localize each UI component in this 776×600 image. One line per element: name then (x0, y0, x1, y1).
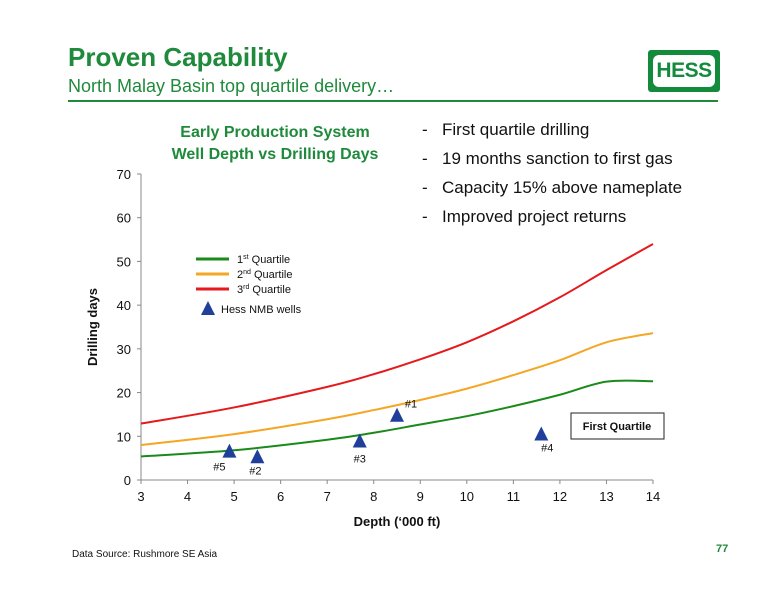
x-tick-label: 5 (230, 489, 237, 504)
first-quartile-box (570, 412, 665, 440)
logo-badge: HESS (653, 55, 715, 87)
x-tick-label: 8 (370, 489, 377, 504)
bullet-item: -19 months sanction to first gas (422, 147, 682, 176)
chart-title-line-1: Early Production System (180, 124, 370, 141)
bullet-text: 19 months sanction to first gas (442, 149, 673, 168)
y-tick-label: 30 (117, 342, 131, 357)
x-tick-label: 10 (460, 489, 474, 504)
y-tick-label: 70 (117, 167, 131, 182)
slide-subtitle: North Malay Basin top quartile delivery… (68, 76, 395, 96)
quartile-curve-3 (140, 243, 654, 425)
x-tick-label: 12 (553, 489, 567, 504)
legend-well-marker (201, 301, 215, 315)
quartile-curve-1 (140, 379, 654, 458)
legend-well-label: Hess NMB wells (221, 304, 302, 316)
x-tick-label: 11 (507, 489, 521, 504)
bullet-list: - First quartile drilling -19 months sanc… (422, 118, 682, 234)
x-tick-label: 7 (324, 489, 331, 504)
slide-title: Proven Capability (68, 42, 288, 72)
hess-logo: HESS (648, 50, 720, 92)
legend-label-2: 2nd Quartile (237, 269, 293, 281)
quartile-curve-2 (140, 332, 654, 447)
chart-title-line-2: Well Depth vs Drilling Days (171, 146, 379, 163)
logo-text: HESS (656, 59, 712, 82)
well-marker (534, 426, 549, 441)
bullet-text: Capacity 15% above nameplate (442, 178, 683, 197)
x-tick-label: 3 (137, 489, 144, 504)
title-divider (68, 100, 718, 102)
chart-title: Early Production System Well Depth vs Dr… (150, 122, 400, 166)
y-tick-label: 40 (117, 298, 131, 313)
bullet-dash: - (422, 120, 428, 139)
bullet-dash: - (422, 149, 428, 168)
bullet-item: - Improved project returns (422, 205, 682, 234)
y-tick-label: 50 (117, 254, 131, 269)
well-label: #1 (405, 399, 417, 411)
bullet-text: Improved project returns (442, 207, 627, 226)
page-number: 77 (716, 543, 729, 555)
y-tick-label: 0 (124, 473, 131, 488)
well-marker (250, 449, 265, 464)
first-quartile-annotation: First Quartile (583, 421, 651, 433)
well-label: #3 (354, 454, 366, 466)
y-tick-label: 60 (117, 211, 131, 226)
bullet-item: - First quartile drilling (422, 118, 682, 147)
well-marker (222, 443, 237, 458)
legend-label-3: 3rd Quartile (237, 284, 291, 296)
y-axis-title: Drilling days (85, 288, 100, 366)
x-tick-label: 6 (277, 489, 284, 504)
bullet-text: First quartile drilling (442, 120, 590, 139)
legend-label-1: 1st Quartile (237, 254, 290, 266)
x-tick-label: 14 (646, 489, 660, 504)
y-tick-label: 10 (117, 429, 131, 444)
well-marker (390, 407, 404, 422)
x-tick-label: 13 (599, 489, 613, 504)
bullet-dash: - (422, 207, 428, 226)
well-label: #2 (249, 465, 261, 477)
x-tick-label: 4 (184, 489, 191, 504)
y-tick-label: 20 (117, 386, 131, 401)
bullet-dash: - (422, 178, 428, 197)
x-tick-label: 9 (417, 489, 424, 504)
x-axis-title: Depth (‘000 ft) (354, 514, 441, 529)
bullet-item: - Capacity 15% above nameplate (422, 176, 682, 205)
well-label: #4 (541, 443, 553, 455)
well-label: #5 (213, 462, 225, 474)
well-marker (352, 433, 367, 448)
data-source-note: Data Source: Rushmore SE Asia (72, 549, 218, 560)
